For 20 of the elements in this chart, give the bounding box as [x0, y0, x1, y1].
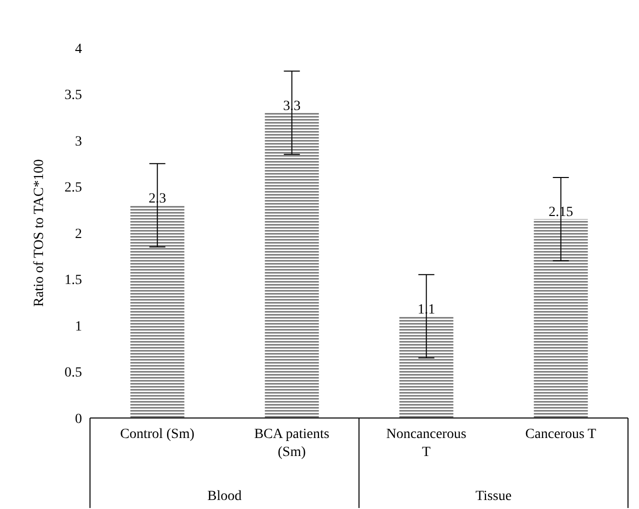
y-tick-label: 0: [75, 412, 82, 427]
bar: [264, 112, 319, 418]
x-tick-label: Control (Sm): [120, 427, 195, 442]
y-tick-label: 1: [75, 319, 82, 334]
bar: [399, 316, 454, 418]
y-axis-title: Ratio of TOS to TAC*100: [32, 159, 47, 307]
x-tick-label: BCA patients (Sm): [254, 427, 330, 460]
text: Blood: [207, 489, 242, 504]
y-tick-label: 0.5: [64, 366, 82, 381]
y-tick-label: 3.5: [64, 88, 82, 104]
y-tick-label: 2.5: [64, 180, 82, 196]
y-tick-label: 2: [75, 226, 82, 242]
y-tick-label: 1.5: [64, 273, 82, 288]
bar: [534, 219, 588, 418]
x-tick-label: Noncancerous T: [386, 427, 466, 460]
text: Tissue: [475, 489, 512, 504]
y-tick-label: 4: [75, 42, 82, 57]
x-tick-label: Cancerous T: [525, 427, 597, 442]
y-tick-label: 3: [75, 134, 82, 150]
bar: [130, 205, 184, 418]
